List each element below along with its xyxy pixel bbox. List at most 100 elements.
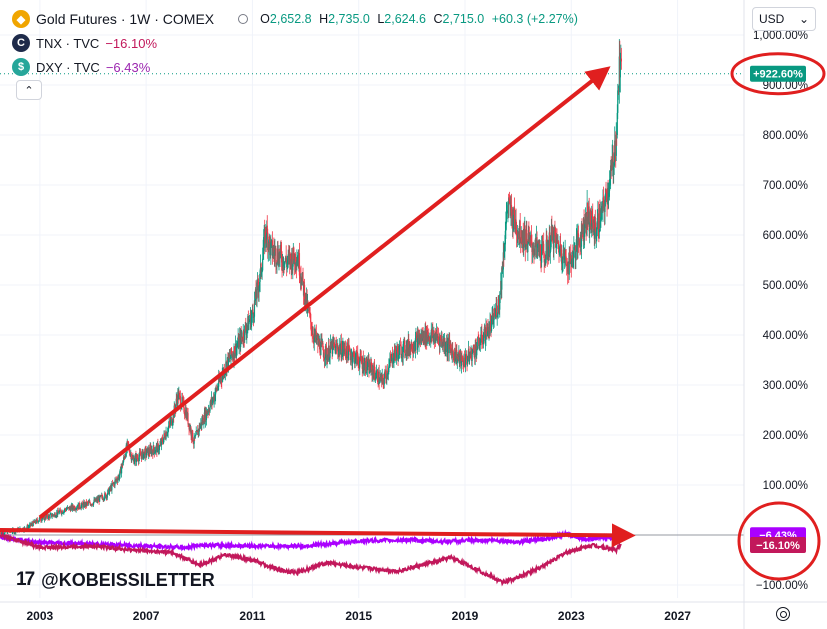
gold-candle-body: [442, 342, 444, 348]
gold-candle-body: [235, 347, 238, 356]
gold-candle-body: [203, 423, 205, 425]
legend-row-dxy[interactable]: $ DXY · TVC −6.43%: [12, 55, 582, 79]
gold-candle-body: [130, 454, 132, 461]
watermark-text: @KOBEISSILETTER: [41, 569, 215, 590]
legend-main-row[interactable]: ◆ Gold Futures · 1W · COMEX O2,652.8 H2,…: [12, 7, 582, 31]
gold-candle-body: [176, 398, 178, 401]
gold-candle-body: [141, 452, 143, 460]
gold-candle-body: [63, 510, 65, 513]
gold-candle-body: [172, 422, 174, 425]
gold-candle-body: [207, 409, 210, 413]
gold-candle-body: [416, 334, 419, 350]
gold-candle-body: [121, 467, 123, 474]
gold-candle-body: [381, 375, 383, 383]
gold-candle-body: [477, 336, 479, 350]
gold-candle-body: [604, 200, 606, 213]
gold-candle-body: [369, 363, 371, 371]
gold-candle-body: [573, 246, 575, 248]
gold-candle-body: [227, 353, 230, 368]
gold-candle-body: [312, 333, 314, 339]
gold-candle-body: [116, 479, 118, 481]
gold-candle-body: [588, 206, 590, 232]
gold-candle-body: [596, 229, 598, 232]
gold-candle-body: [479, 342, 481, 345]
gold-candle-body: [256, 282, 258, 300]
gold-candle-body: [435, 331, 437, 338]
gold-candle-body: [332, 339, 334, 354]
gold-candle-body: [508, 198, 510, 206]
settings-gear-icon[interactable]: [776, 607, 790, 621]
collapse-legend-button[interactable]: ⌃: [16, 80, 42, 100]
gold-candle-body: [404, 340, 406, 354]
gold-candle-body: [218, 376, 220, 387]
gold-candle-body: [587, 216, 589, 221]
gold-candle-body: [211, 400, 214, 403]
gold-candle-body: [445, 348, 447, 350]
eye-icon[interactable]: [238, 14, 249, 24]
gold-candle-body: [497, 312, 499, 316]
gold-candle-body: [54, 513, 56, 517]
gold-candle-body: [465, 354, 468, 360]
gold-candle-body: [252, 312, 255, 318]
gold-candle-body: [107, 490, 109, 495]
gold-candle-body: [249, 321, 251, 322]
gold-candle-body: [269, 236, 271, 242]
y-tick-label: 400.00%: [763, 330, 808, 342]
gold-candle-body: [252, 309, 254, 313]
gold-candle-body: [380, 377, 382, 378]
gold-candle-body: [616, 112, 618, 136]
gold-candle-body: [530, 235, 533, 244]
gold-candle-body: [51, 516, 53, 517]
gold-candle-body: [378, 371, 380, 384]
symbol-title[interactable]: Gold Futures · 1W · COMEX: [36, 11, 215, 27]
legend-row-tnx[interactable]: C TNX · TVC −16.10%: [12, 31, 582, 55]
gold-candle-body: [117, 478, 119, 482]
gold-candle-body: [135, 454, 138, 462]
gold-candle-body: [308, 306, 310, 312]
gold-candle-body: [13, 531, 15, 533]
gold-candle-body: [521, 238, 523, 242]
gold-candle-body: [517, 233, 519, 239]
gold-candle-body: [348, 344, 350, 350]
gold-candle-body: [568, 252, 570, 275]
gold-candle-body: [452, 350, 454, 355]
gold-candle-body: [499, 294, 501, 310]
gold-candle-body: [145, 448, 147, 455]
tnx-name[interactable]: TNX · TVC: [36, 35, 100, 51]
gold-candle-body: [489, 321, 491, 334]
y-tick-label: 700.00%: [763, 180, 808, 192]
gold-candle-body: [527, 243, 529, 253]
gold-candle-body: [481, 342, 483, 344]
gold-candle-body: [575, 251, 577, 259]
gold-candle-body: [595, 231, 597, 237]
gold-candle-body: [168, 425, 170, 428]
gold-candle-body: [414, 338, 417, 351]
ohlc-close-value: 2,715.0: [442, 12, 485, 26]
gold-candle-body: [395, 352, 398, 358]
gold-candle-body: [589, 227, 591, 232]
chevron-down-icon: ⌄: [798, 12, 809, 26]
y-tick-label: 300.00%: [763, 380, 808, 392]
gold-candle-body: [65, 509, 68, 511]
gold-candle-body: [104, 493, 106, 494]
gold-candle-body: [171, 417, 173, 425]
x-tick-label: 2007: [133, 609, 160, 623]
dxy-name[interactable]: DXY · TVC: [36, 59, 100, 75]
gold-candle-body: [602, 197, 604, 213]
gold-candle-body: [133, 458, 135, 464]
gold-candle-body: [379, 377, 381, 382]
gold-candle-body: [306, 294, 308, 310]
gold-candle-body: [577, 233, 579, 253]
currency-select[interactable]: USD ⌄: [752, 7, 816, 31]
gold-candle-body: [190, 428, 192, 437]
gold-candle-body: [485, 327, 488, 335]
gold-candle-body: [282, 256, 284, 268]
gold-candle-body: [513, 207, 516, 222]
gold-candle-body: [80, 505, 82, 509]
gold-candle-body: [423, 331, 425, 342]
gold-candle-body: [257, 281, 259, 288]
gold-candle-body: [229, 355, 231, 359]
gold-candle-body: [240, 332, 242, 338]
